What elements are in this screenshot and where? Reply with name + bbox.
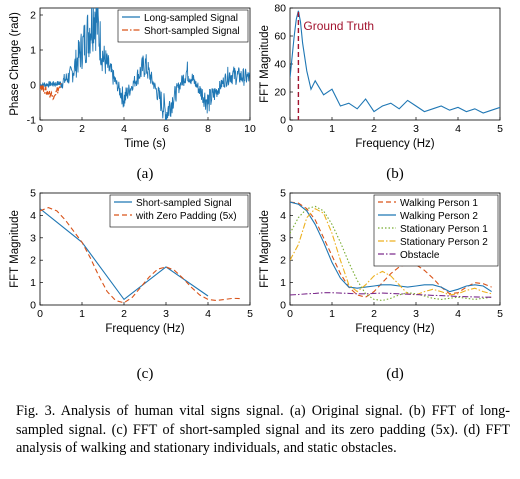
panel-label: (d) (386, 366, 404, 382)
y-tick-label: 3 (30, 232, 36, 244)
series-line-1 (40, 8, 250, 120)
x-tick-label: 3 (413, 123, 419, 135)
x-tick-label: 1 (79, 308, 85, 320)
x-tick-label: 1 (329, 308, 335, 320)
legend-entry: Walking Person 1 (400, 198, 478, 209)
y-tick-label: 0 (30, 80, 36, 92)
y-tick-label: 80 (274, 3, 286, 15)
x-tick-label: 10 (244, 123, 256, 135)
x-tick-label: 6 (163, 123, 169, 135)
x-tick-label: 1 (329, 123, 335, 135)
x-tick-label: 0 (287, 123, 293, 135)
y-axis-label: FFT Magnitude (9, 210, 21, 288)
x-tick-label: 2 (371, 123, 377, 135)
x-tick-label: 2 (371, 308, 377, 320)
y-tick-label: 60 (274, 31, 286, 43)
legend-entry: Stationary Person 1 (400, 224, 488, 235)
legend-entry: Stationary Person 2 (400, 237, 488, 248)
series-line-2 (40, 207, 242, 304)
plot-frame (39, 7, 251, 121)
y-tick-label: 0 (280, 300, 286, 312)
x-tick-label: 3 (163, 308, 169, 320)
legend-entry: Walking Person 2 (400, 211, 478, 222)
legend-box (117, 9, 249, 43)
figure-caption: Fig. 3. Analysis of human vital signs si… (16, 403, 510, 456)
x-tick-label: 0 (37, 308, 43, 320)
x-tick-label: 4 (121, 123, 127, 135)
series-group (290, 201, 492, 302)
plot-frame (289, 192, 501, 306)
series-line-2 (290, 201, 492, 293)
y-tick-label: 2 (30, 10, 36, 22)
x-tick-label: 3 (413, 308, 419, 320)
x-tick-label: 5 (497, 123, 503, 135)
legend: Walking Person 1 Walking Person 2 Stationa… (373, 194, 499, 267)
panel-label: (c) (137, 366, 154, 382)
series-line-1 (290, 10, 500, 114)
legend-entry: Obstacle (400, 250, 440, 261)
series-group (40, 207, 242, 304)
x-tick-label: 2 (121, 308, 127, 320)
y-tick-label: 0 (280, 115, 286, 127)
series-line-2 (40, 82, 62, 101)
legend-entry: Short-sampled Signal (144, 26, 240, 37)
chart-panel-4: 0 1 2 3 4 5 0 1 2 3 4 5 Frequency (Hz) FFT Magnitude (… (259, 188, 503, 383)
y-tick-label: 5 (280, 188, 286, 200)
legend-box (109, 194, 249, 228)
y-tick-label: 4 (280, 210, 286, 222)
x-tick-label: 4 (455, 308, 461, 320)
series-line-1 (290, 201, 492, 298)
x-axis-label: Frequency (Hz) (105, 323, 184, 335)
x-axis-label: Time (s) (124, 138, 166, 150)
y-tick-label: -1 (27, 115, 36, 127)
panel-label: (b) (386, 166, 404, 182)
x-tick-label: 4 (455, 123, 461, 135)
legend-entry: Short-sampled Signal (136, 198, 232, 209)
y-tick-label: 4 (30, 210, 36, 222)
x-tick-label: 0 (37, 123, 43, 135)
y-axis-label: FFT Magnitude (259, 25, 271, 103)
y-tick-label: 40 (274, 59, 286, 71)
x-tick-label: 5 (497, 308, 503, 320)
x-tick-label: 4 (205, 308, 211, 320)
chart-panel-2: 0 1 2 3 4 5 0 20 40 60 80 Frequency (Hz) FFT Magnitu… (259, 3, 503, 183)
y-tick-label: 1 (30, 277, 36, 289)
y-tick-label: 2 (280, 255, 286, 267)
legend: Short-sampled Signal with Zero Padding (5… (109, 194, 249, 228)
y-tick-label: 2 (30, 255, 36, 267)
plot-frame (39, 192, 251, 306)
y-tick-label: 5 (30, 188, 36, 200)
y-tick-label: 1 (30, 45, 36, 57)
legend-entry: Long-sampled Signal (144, 13, 238, 24)
x-tick-label: 2 (79, 123, 85, 135)
legend-entry: with Zero Padding (5x) (135, 211, 237, 222)
x-tick-label: 0 (287, 308, 293, 320)
x-tick-label: 8 (205, 123, 211, 135)
x-tick-label: 5 (247, 308, 253, 320)
y-tick-label: 0 (30, 300, 36, 312)
y-tick-label: 1 (280, 277, 286, 289)
ground-truth-label: Ground Truth (303, 19, 374, 33)
series-group (290, 10, 500, 114)
y-axis-label: FFT Magnitude (259, 210, 271, 288)
x-axis-label: Frequency (Hz) (355, 323, 434, 335)
y-tick-label: 20 (274, 87, 286, 99)
series-line-1 (40, 208, 209, 301)
y-axis-label: Phase Change (rad) (9, 12, 21, 116)
series-line-3 (290, 205, 492, 302)
series-group (40, 8, 250, 120)
legend: Long-sampled Signal Short-sampled Signal (117, 9, 249, 43)
series-line-4 (290, 208, 492, 296)
x-axis-label: Frequency (Hz) (355, 138, 434, 150)
series-line-5 (290, 292, 492, 298)
panel-label: (a) (137, 166, 154, 182)
chart-panel-3: 0 1 2 3 4 5 0 1 2 3 4 5 Frequency (Hz) FFT Magnitude (… (9, 188, 253, 383)
y-tick-label: 3 (280, 232, 286, 244)
